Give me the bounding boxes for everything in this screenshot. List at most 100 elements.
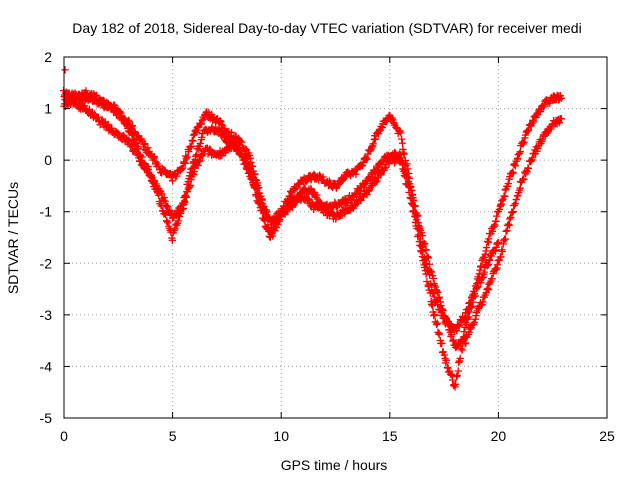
data-point xyxy=(177,205,186,213)
x-tick-label: 25 xyxy=(599,428,615,444)
data-point xyxy=(217,117,225,126)
data-point xyxy=(468,302,476,310)
data-point xyxy=(439,348,447,356)
data-point xyxy=(405,188,413,197)
data-point xyxy=(406,193,414,202)
data-point xyxy=(397,157,406,165)
data-point xyxy=(477,262,485,270)
data-point xyxy=(484,261,493,269)
data-point xyxy=(186,181,195,190)
data-point xyxy=(161,210,170,219)
data-point xyxy=(456,354,464,363)
data-point xyxy=(465,313,473,321)
data-point xyxy=(453,372,461,380)
data-point xyxy=(440,351,448,359)
data-point xyxy=(221,149,230,157)
data-point xyxy=(183,188,191,196)
data-point xyxy=(316,198,325,207)
data-point xyxy=(524,164,532,173)
data-point xyxy=(488,275,496,283)
data-point xyxy=(261,216,269,224)
data-point xyxy=(501,192,509,200)
data-point xyxy=(497,253,505,261)
data-point xyxy=(215,126,223,134)
y-tick-label: 1 xyxy=(44,101,52,117)
data-point xyxy=(295,180,303,188)
axes: 0 5 10 15 20 25 -5 -4 -3 -2 -1 0 1 2 xyxy=(40,49,615,444)
x-tick-label: 20 xyxy=(491,428,507,444)
data-point xyxy=(231,143,240,151)
x-tick-label: 15 xyxy=(382,428,398,444)
data-point xyxy=(81,102,89,110)
data-point xyxy=(363,190,371,199)
data-point xyxy=(179,164,187,172)
data-point xyxy=(438,306,446,314)
data-point xyxy=(449,337,457,345)
data-point xyxy=(479,298,487,306)
data-point xyxy=(179,199,187,207)
data-point xyxy=(85,105,94,114)
data-point xyxy=(141,140,149,148)
data-point xyxy=(175,212,184,221)
data-point xyxy=(377,170,385,178)
x-tick-label: 0 xyxy=(60,428,68,444)
data-point xyxy=(505,221,514,229)
data-point xyxy=(438,339,446,348)
data-point xyxy=(397,129,405,137)
data-point xyxy=(420,263,429,272)
data-point xyxy=(520,138,528,147)
data-point xyxy=(508,209,516,217)
y-tick-label: -4 xyxy=(40,358,53,374)
data-point xyxy=(520,175,528,183)
data-point xyxy=(254,189,262,197)
data-point xyxy=(200,115,208,123)
data-point xyxy=(251,170,259,178)
data-point xyxy=(116,107,124,116)
data-point xyxy=(188,136,196,145)
data-point xyxy=(164,219,172,227)
data-point xyxy=(457,345,465,353)
data-point xyxy=(428,302,437,310)
data-point xyxy=(178,165,186,173)
y-tick-label: 2 xyxy=(44,49,52,65)
data-point xyxy=(123,121,131,130)
data-point xyxy=(429,274,437,283)
data-point xyxy=(181,159,189,167)
data-point xyxy=(448,376,457,384)
data-point xyxy=(173,172,181,180)
data-point xyxy=(404,179,412,188)
data-point xyxy=(547,125,555,133)
data-point xyxy=(347,205,355,213)
y-tick-label: 0 xyxy=(44,152,52,168)
data-point xyxy=(181,191,190,200)
data-point xyxy=(128,131,136,139)
data-point xyxy=(417,247,425,255)
data-point xyxy=(509,208,517,216)
data-point xyxy=(453,326,461,335)
data-point xyxy=(186,168,194,177)
data-point xyxy=(491,221,499,229)
data-point xyxy=(382,163,390,171)
data-point xyxy=(151,182,159,190)
data-point xyxy=(216,116,224,125)
data-point xyxy=(408,201,417,209)
data-point xyxy=(484,284,492,293)
data-points xyxy=(60,66,566,391)
data-point xyxy=(421,239,429,248)
x-tick-label: 5 xyxy=(169,428,177,444)
data-point xyxy=(439,306,447,315)
data-point xyxy=(431,310,439,319)
data-point xyxy=(61,66,69,74)
data-point xyxy=(288,203,297,211)
data-point xyxy=(193,151,201,159)
data-point xyxy=(122,121,130,129)
data-point xyxy=(516,148,525,156)
data-point xyxy=(217,121,226,129)
data-point xyxy=(144,165,152,173)
data-point xyxy=(454,367,462,375)
data-point xyxy=(524,126,533,134)
data-point xyxy=(504,220,513,228)
data-point xyxy=(168,177,177,185)
data-point xyxy=(187,142,195,150)
